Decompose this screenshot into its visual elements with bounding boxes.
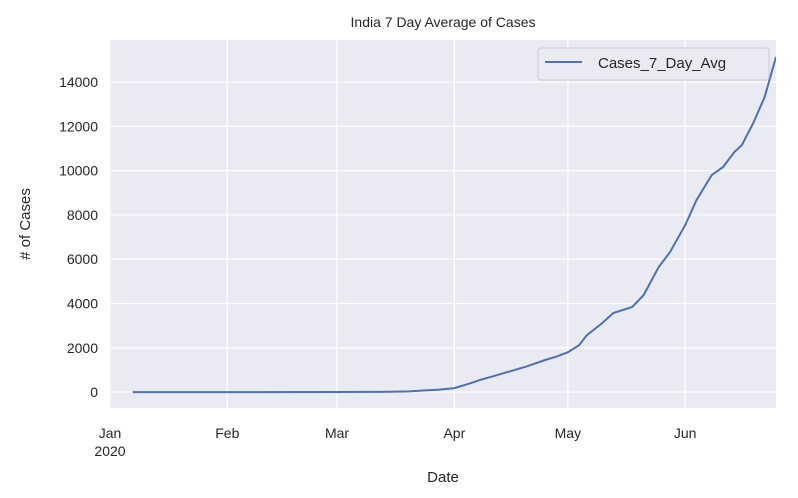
x-tick-label: Jan [99,425,122,441]
y-tick-label: 14000 [59,74,98,90]
y-tick-label: 4000 [67,295,98,311]
y-tick-label: 12000 [59,118,98,134]
y-tick-label: 0 [90,384,98,400]
x-tick-sublabel: 2020 [94,443,125,459]
x-tick-label: Apr [443,425,465,441]
y-axis-label: # of Cases [17,188,34,260]
legend: Cases_7_Day_Avg [537,47,770,81]
legend-label: Cases_7_Day_Avg [598,55,726,72]
x-axis-label: Date [427,469,459,486]
y-tick-label: 2000 [67,340,98,356]
y-axis-ticks: 0 2000 4000 6000 8000 10000 12000 14000 [59,74,98,400]
legend-box [537,47,770,81]
chart-title: India 7 Day Average of Cases [351,14,536,30]
x-tick-label: May [555,425,581,441]
series-line-cases-7-day-avg [132,56,776,394]
y-tick-label: 8000 [67,207,98,223]
x-tick-label: Feb [215,425,239,441]
x-axis-ticks: Jan 2020 Feb Mar Apr May Jun [94,425,696,459]
plot-area [110,40,776,408]
y-tick-label: 6000 [67,251,98,267]
x-tick-label: Mar [325,425,349,441]
y-tick-label: 10000 [59,163,98,179]
x-tick-label: Jun [674,425,697,441]
